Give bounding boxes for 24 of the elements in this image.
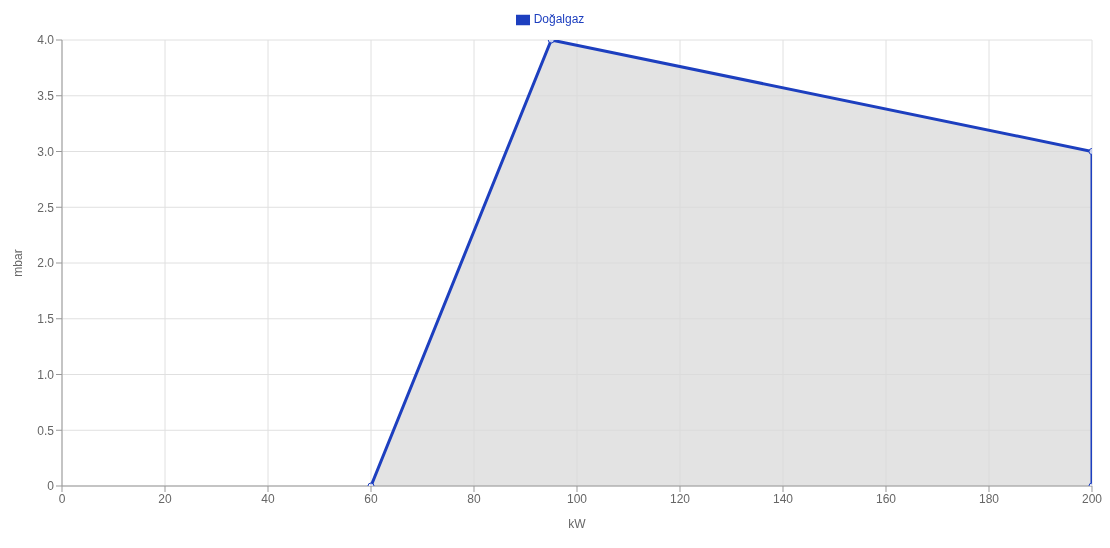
x-tick-label: 120: [669, 491, 691, 506]
y-tick-label: 2.0: [37, 256, 55, 271]
point: [1088, 482, 1092, 486]
x-tick-label: 180: [978, 491, 1000, 506]
y-tick-label: 1.5: [37, 312, 55, 327]
y-tick-label: 0: [47, 479, 55, 494]
y-tick-label: 0.5: [37, 423, 55, 438]
x-tick-label: 0: [58, 491, 66, 506]
x-tick-label: 20: [158, 491, 172, 506]
x-tick-label: 60: [364, 491, 378, 506]
y-axis-title: mbar: [11, 249, 26, 277]
x-tick-label: 200: [1081, 491, 1103, 506]
y-tick-label: 1.0: [37, 367, 55, 382]
y-tick-label: 3.0: [37, 144, 55, 159]
x-tick-label: 40: [261, 491, 275, 506]
x-tick-label: 140: [772, 491, 794, 506]
x-axis-title: kW: [568, 517, 587, 531]
x-tick-label: 160: [875, 491, 897, 506]
y-tick-label: 4.0: [37, 33, 55, 48]
y-tick-label: 3.5: [37, 89, 55, 104]
x-tick-label: 100: [566, 491, 588, 506]
x-tick-label: 80: [467, 491, 481, 506]
legend-label: Doğalgaz: [533, 12, 585, 26]
y-tick-label: 2.5: [37, 200, 55, 215]
